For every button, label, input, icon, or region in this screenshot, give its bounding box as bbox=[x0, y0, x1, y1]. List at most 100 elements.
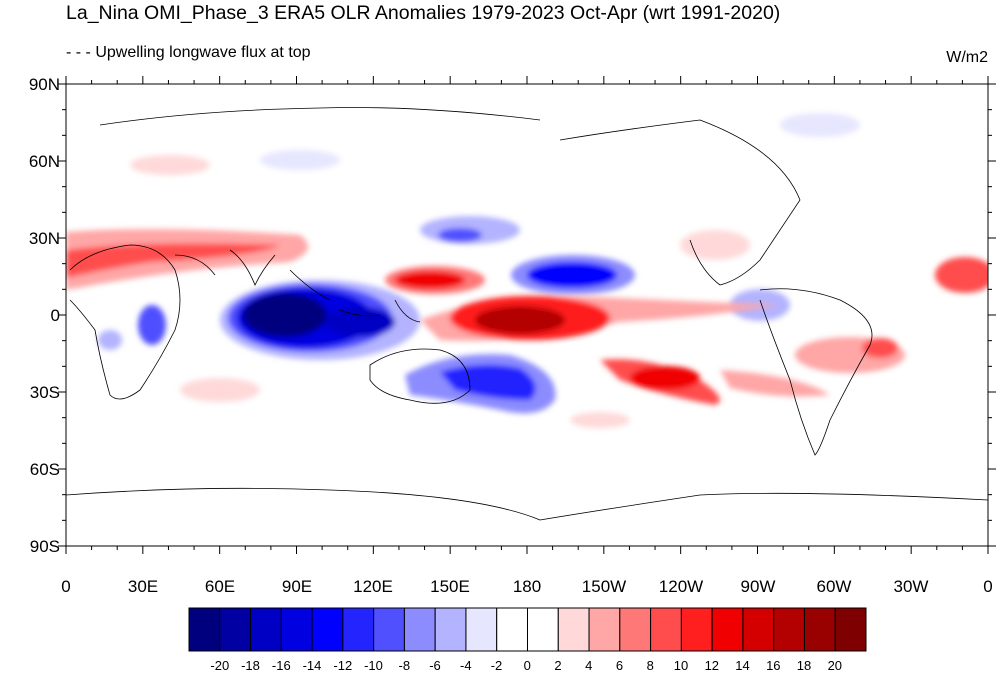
y-tick-label: 90S bbox=[30, 537, 60, 556]
europe-light-red bbox=[130, 155, 210, 175]
colorbar-label: 6 bbox=[616, 658, 623, 673]
colorbar-box bbox=[342, 607, 375, 652]
africa-coast bbox=[69, 244, 181, 400]
y-tick-label: 30S bbox=[30, 383, 60, 402]
mexico-red bbox=[680, 230, 750, 260]
antarctica-coast bbox=[66, 487, 988, 521]
x-tick-label: 0 bbox=[61, 577, 70, 596]
y-tick-labels: 90N 60N 30N 0 30S 60S 90S bbox=[29, 75, 60, 556]
x-tick-label: 150E bbox=[430, 577, 470, 596]
x-tick-label: 30W bbox=[894, 577, 929, 596]
sam-red-core bbox=[862, 338, 898, 358]
colorbar-box bbox=[527, 607, 559, 652]
y-tick-label: 90N bbox=[29, 75, 60, 94]
map-subtitle: - - - Upwelling longwave flux at top bbox=[66, 44, 311, 61]
colorbar-box bbox=[742, 607, 775, 652]
x-tick-label: 120E bbox=[353, 577, 393, 596]
colorbar-box bbox=[434, 607, 467, 652]
colorbar-label: 12 bbox=[705, 658, 719, 673]
colorbar-box bbox=[773, 607, 805, 652]
colorbar-label: -20 bbox=[210, 658, 229, 673]
atl-red bbox=[935, 257, 988, 293]
colorbar-box bbox=[373, 607, 405, 652]
nafrica-red-inner bbox=[66, 243, 280, 278]
colorbar-label: 10 bbox=[674, 658, 688, 673]
colorbar-label: 2 bbox=[554, 658, 561, 673]
arabia-india-coast bbox=[174, 249, 276, 287]
colorbar-label: -14 bbox=[303, 658, 322, 673]
colorbar-box bbox=[188, 607, 221, 652]
colorbar-label: 8 bbox=[647, 658, 654, 673]
x-tick-label: 90W bbox=[741, 577, 776, 596]
colorbar-box bbox=[711, 607, 744, 652]
colorbar-boxes bbox=[188, 607, 867, 652]
x-tick-label: 60E bbox=[205, 577, 235, 596]
map-title: La_Nina OMI_Phase_3 ERA5 OLR Anomalies 1… bbox=[66, 2, 780, 24]
colorbar-label: -16 bbox=[272, 658, 291, 673]
spcz-red-core bbox=[630, 366, 700, 390]
colorbar-box bbox=[619, 607, 652, 652]
colorbar-label: -18 bbox=[241, 658, 260, 673]
x-tick-label: 0 bbox=[983, 577, 992, 596]
colorbar: -20 -18 -16 -14 -12 -10 -8 -6 -4 -2 0 2 … bbox=[188, 607, 867, 673]
nwpac-red-inner bbox=[395, 271, 465, 289]
colorbar-labels: -20 -18 -16 -14 -12 -10 -8 -6 -4 -2 0 2 … bbox=[210, 658, 842, 673]
colorbar-box bbox=[803, 607, 836, 652]
colorbar-box bbox=[280, 607, 313, 652]
colorbar-box bbox=[588, 607, 621, 652]
y-tick-label: 0 bbox=[51, 306, 60, 325]
y-tick-label: 30N bbox=[29, 229, 60, 248]
x-tick-label: 120W bbox=[659, 577, 703, 596]
colorbar-box bbox=[680, 607, 713, 652]
colorbar-label: 0 bbox=[524, 658, 531, 673]
seasia-coast bbox=[289, 269, 421, 323]
anomaly-field bbox=[66, 107, 988, 521]
colorbar-label: 20 bbox=[828, 658, 842, 673]
y-tick-label: 60N bbox=[29, 152, 60, 171]
colorbar-label: -10 bbox=[364, 658, 383, 673]
nepac-blue-inner bbox=[527, 262, 617, 288]
colorbar-box bbox=[496, 607, 529, 652]
x-tick-label: 60W bbox=[817, 577, 852, 596]
colorbar-label: -4 bbox=[460, 658, 472, 673]
axis-ticks bbox=[58, 76, 996, 554]
sepac-red bbox=[720, 370, 830, 397]
eafrica-blue bbox=[138, 305, 166, 345]
y-tick-label: 60S bbox=[30, 460, 60, 479]
nwpac-blue-inner bbox=[438, 228, 482, 242]
colorbar-label: 18 bbox=[797, 658, 811, 673]
spac-light-red bbox=[570, 412, 630, 428]
colorbar-label: -6 bbox=[429, 658, 441, 673]
colorbar-box bbox=[219, 607, 252, 652]
colorbar-box bbox=[311, 607, 344, 652]
colorbar-label: 4 bbox=[585, 658, 592, 673]
colorbar-box bbox=[650, 607, 682, 652]
samerica-coast bbox=[759, 288, 873, 456]
cpac-red-core bbox=[475, 306, 565, 334]
namerica-coast bbox=[559, 119, 801, 286]
colorbar-box bbox=[557, 607, 590, 652]
colorbar-label: -12 bbox=[333, 658, 352, 673]
colorbar-box bbox=[403, 607, 436, 652]
x-tick-label: 30E bbox=[128, 577, 158, 596]
arctic-blue bbox=[780, 113, 860, 137]
colorbar-label: -2 bbox=[491, 658, 503, 673]
colorbar-box bbox=[250, 607, 282, 652]
x-tick-label: 150W bbox=[582, 577, 626, 596]
australia-coast bbox=[369, 348, 471, 404]
io-blue-core bbox=[243, 293, 327, 337]
eurasia-coast bbox=[99, 107, 541, 126]
x-tick-label: 90E bbox=[282, 577, 312, 596]
mc-blue-core bbox=[325, 307, 395, 337]
colorbar-box bbox=[465, 607, 498, 652]
colorbar-box bbox=[834, 607, 867, 652]
x-tick-label: 180 bbox=[513, 577, 541, 596]
colorbar-label: -8 bbox=[399, 658, 411, 673]
asia-blue bbox=[260, 150, 340, 170]
coastlines bbox=[66, 107, 988, 521]
sio-light-red bbox=[180, 378, 260, 402]
aus-blue-inner bbox=[440, 364, 536, 400]
x-tick-labels: 0 30E 60E 90E 120E 150E 180 150W 120W 90… bbox=[61, 577, 992, 596]
safrica-blue bbox=[98, 330, 122, 350]
